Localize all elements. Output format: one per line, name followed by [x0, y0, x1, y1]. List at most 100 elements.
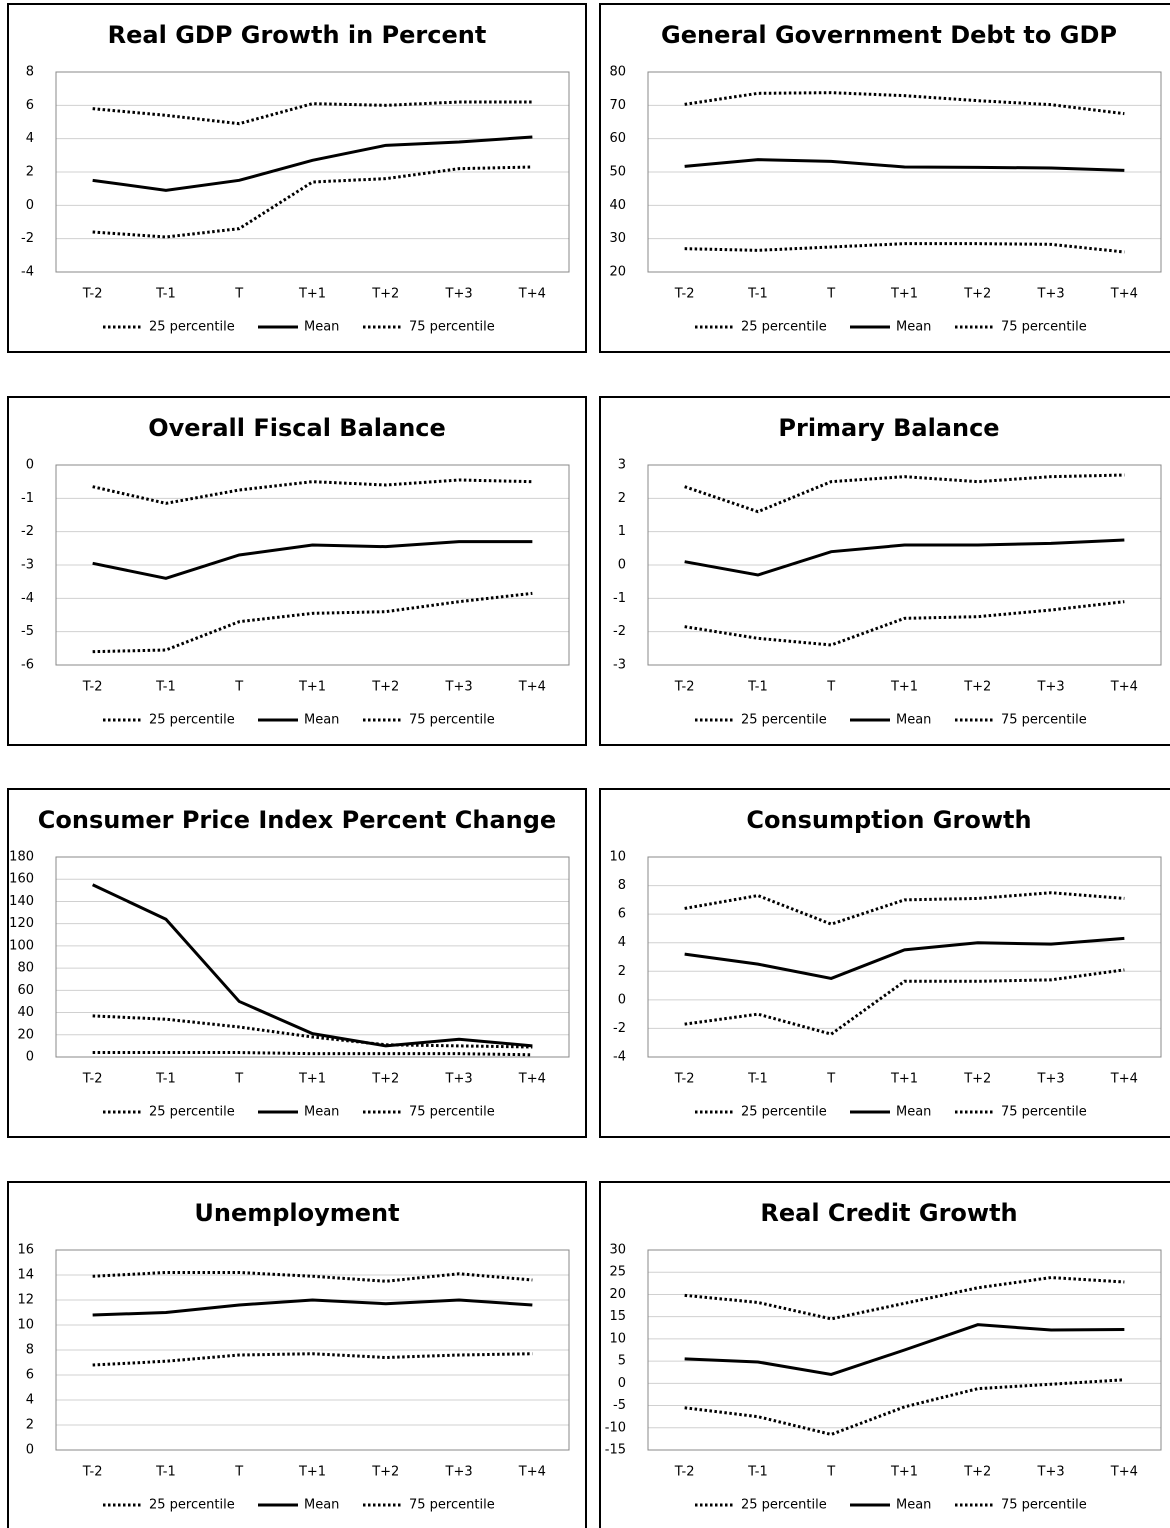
legend-label: Mean — [304, 1105, 339, 1120]
series-line — [684, 968, 1125, 1036]
y-tick-label: 6 — [26, 1368, 34, 1383]
y-tick-label: 4 — [26, 1393, 34, 1408]
series-line — [92, 1014, 533, 1049]
chart-title: Consumer Price Index Percent Change — [38, 806, 556, 834]
x-tick-label: T-1 — [155, 1072, 176, 1087]
x-tick-label: T+1 — [298, 1072, 326, 1087]
chart-title: Unemployment — [194, 1199, 399, 1227]
series-line — [92, 478, 533, 505]
y-tick-label: 50 — [609, 165, 626, 180]
x-tick-label: T-2 — [674, 1072, 695, 1087]
legend-label: Mean — [304, 1498, 339, 1513]
x-tick-label: T — [826, 287, 835, 302]
legend-label: 25 percentile — [741, 713, 827, 728]
panel-frame — [599, 788, 1170, 1138]
y-tick-label: -5 — [613, 1398, 626, 1413]
y-tick-label: 30 — [609, 1243, 626, 1258]
x-tick-label: T-1 — [747, 680, 768, 695]
x-tick-label: T+1 — [298, 1465, 326, 1480]
y-tick-label: -2 — [613, 624, 626, 639]
series-line — [684, 91, 1125, 116]
plot-area — [55, 71, 570, 273]
x-tick-label: T-2 — [82, 1072, 103, 1087]
legend-label: 25 percentile — [741, 1105, 827, 1120]
y-tick-label: -2 — [613, 1021, 626, 1036]
y-tick-label: 6 — [618, 907, 626, 922]
y-tick-label: 40 — [17, 1005, 34, 1020]
x-tick-label: T-2 — [82, 287, 103, 302]
series-line — [684, 1323, 1125, 1376]
series-line — [684, 891, 1125, 926]
y-tick-label: 80 — [17, 961, 34, 976]
y-tick-label: 10 — [17, 1318, 34, 1333]
panel-frame — [7, 1181, 587, 1528]
panel-frame — [7, 396, 587, 746]
series-line — [92, 165, 533, 239]
x-tick-label: T-1 — [747, 1072, 768, 1087]
chart-title: Primary Balance — [778, 414, 999, 442]
legend-label: Mean — [896, 320, 931, 335]
y-tick-label: 0 — [26, 198, 34, 213]
legend-label: 25 percentile — [149, 320, 235, 335]
x-tick-label: T — [234, 1465, 243, 1480]
legend-label: 25 percentile — [149, 713, 235, 728]
y-tick-label: 4 — [26, 131, 34, 146]
legend-label: 75 percentile — [1001, 713, 1087, 728]
x-tick-label: T+2 — [963, 287, 991, 302]
x-tick-label: T+2 — [371, 1072, 399, 1087]
y-tick-label: 8 — [26, 1343, 34, 1358]
x-tick-label: T+2 — [963, 1072, 991, 1087]
x-tick-label: T-1 — [155, 680, 176, 695]
y-tick-label: 10 — [609, 1331, 626, 1346]
x-tick-label: T — [826, 1072, 835, 1087]
series-line — [92, 1352, 533, 1367]
x-tick-label: T+3 — [1037, 1465, 1065, 1480]
x-tick-label: T-2 — [674, 287, 695, 302]
legend-label: 75 percentile — [1001, 1498, 1087, 1513]
series-line — [684, 158, 1125, 172]
y-tick-label: -1 — [613, 591, 626, 606]
y-tick-label: 1 — [618, 524, 626, 539]
plot-area — [55, 464, 570, 666]
y-tick-label: -3 — [613, 658, 626, 673]
x-tick-label: T+2 — [371, 287, 399, 302]
y-tick-label: 20 — [17, 1027, 34, 1042]
y-tick-label: 140 — [9, 894, 34, 909]
y-tick-label: 0 — [26, 458, 34, 473]
y-tick-label: 120 — [9, 916, 34, 931]
y-tick-label: 30 — [609, 231, 626, 246]
x-tick-label: T+1 — [890, 1465, 918, 1480]
chart-title: Consumption Growth — [746, 806, 1031, 834]
panel-frame — [7, 3, 587, 353]
legend-label: Mean — [896, 713, 931, 728]
series-line — [684, 600, 1125, 647]
chart-title: Overall Fiscal Balance — [148, 414, 446, 442]
x-tick-label: T-1 — [155, 1465, 176, 1480]
x-tick-label: T — [234, 287, 243, 302]
plot-area — [55, 856, 570, 1058]
x-tick-label: T+2 — [371, 1465, 399, 1480]
y-tick-label: 60 — [17, 983, 34, 998]
chart-title: Real Credit Growth — [760, 1199, 1017, 1227]
x-tick-label: T+2 — [963, 680, 991, 695]
legend-label: 25 percentile — [741, 320, 827, 335]
panel-frame — [599, 3, 1170, 353]
x-tick-label: T+4 — [1110, 287, 1138, 302]
legend-label: Mean — [896, 1105, 931, 1120]
x-tick-label: T+3 — [1037, 1072, 1065, 1087]
y-tick-label: 160 — [9, 872, 34, 887]
series-line — [92, 1298, 533, 1317]
x-tick-label: T+2 — [963, 1465, 991, 1480]
chart-title: Real GDP Growth in Percent — [108, 21, 487, 49]
legend-label: 75 percentile — [409, 320, 495, 335]
series-line — [684, 936, 1125, 980]
x-tick-label: T+4 — [518, 287, 546, 302]
x-tick-label: T+4 — [518, 1072, 546, 1087]
y-tick-label: 6 — [26, 98, 34, 113]
x-tick-label: T+4 — [1110, 1072, 1138, 1087]
legend-label: 25 percentile — [741, 1498, 827, 1513]
x-tick-label: T — [234, 1072, 243, 1087]
x-tick-label: T+4 — [1110, 1465, 1138, 1480]
y-tick-label: -4 — [613, 1050, 626, 1065]
